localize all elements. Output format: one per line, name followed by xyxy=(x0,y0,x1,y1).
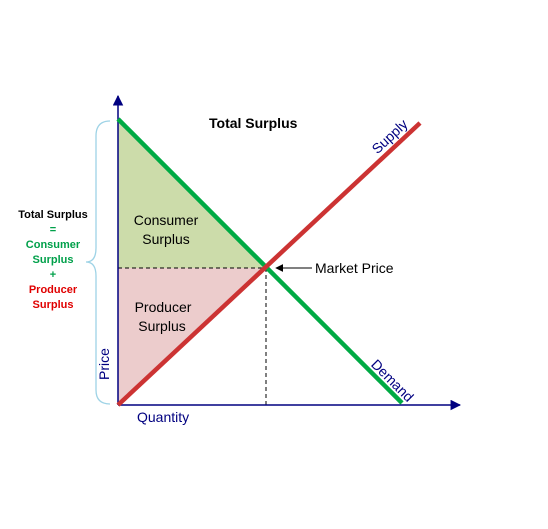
equation-producer-line1: Producer xyxy=(29,284,78,296)
equation-equals: = xyxy=(50,224,56,236)
consumer-surplus-label-line2: Surplus xyxy=(142,231,189,247)
y-axis-label: Price xyxy=(96,348,112,380)
demand-line xyxy=(116,117,404,405)
producer-surplus-label-line2: Surplus xyxy=(138,318,185,334)
market-price-label: Market Price xyxy=(315,260,394,276)
producer-surplus-label-line1: Producer xyxy=(135,299,192,315)
total-surplus-brace xyxy=(85,120,111,405)
supply-line xyxy=(116,121,422,407)
equation-consumer-line1: Consumer xyxy=(26,239,81,251)
consumer-surplus-label-line1: Consumer xyxy=(134,212,199,228)
equation-consumer-line2: Surplus xyxy=(33,254,74,266)
equation-plus: + xyxy=(50,269,56,281)
x-axis-label: Quantity xyxy=(137,409,189,425)
equation-producer-line2: Surplus xyxy=(33,299,74,311)
demand-label: Demand xyxy=(368,356,417,405)
equation-total-surplus: Total Surplus xyxy=(18,209,87,221)
diagram-title: Total Surplus xyxy=(209,115,298,131)
